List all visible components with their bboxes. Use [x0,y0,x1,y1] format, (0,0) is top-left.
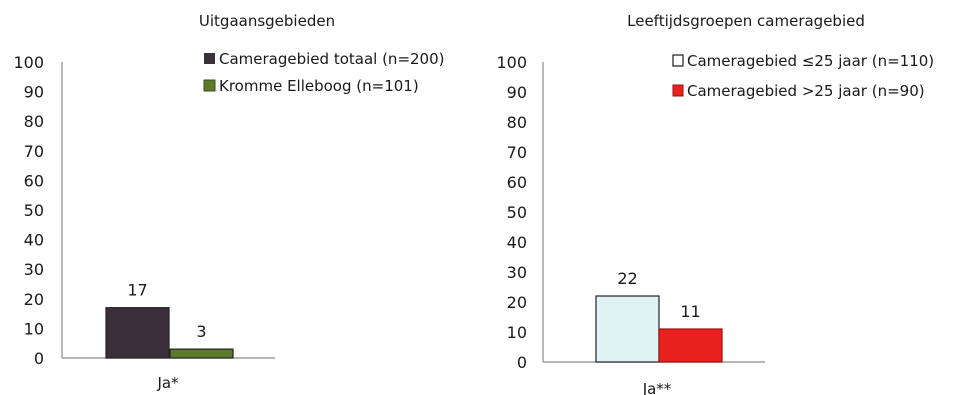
bar-value-label: 3 [196,322,206,341]
bar [595,295,660,363]
x-category-label: Ja* [156,374,179,392]
legend-swatch [204,53,215,64]
y-tick-label: 30 [24,260,44,279]
chart-uitgaansgebieden: Uitgaansgebieden 0102030405060708090100 … [13,12,444,392]
y-tick-label: 70 [24,142,44,161]
chart-title: Leeftijdsgroepen cameragebied [627,12,865,30]
y-tick-label: 20 [507,293,527,312]
bar-value-label: 22 [617,269,637,288]
y-tick-label: 20 [24,290,44,309]
x-category-label: Ja** [642,380,672,395]
y-tick-label: 100 [496,53,527,72]
y-tick-label: 10 [507,323,527,342]
y-tick-label: 0 [34,349,44,368]
y-tick-label: 0 [517,353,527,372]
legend: Cameragebied ≤25 jaar (n=110) Cameragebi… [672,52,934,100]
chart-title: Uitgaansgebieden [199,12,335,30]
y-tick-label: 50 [24,201,44,220]
legend-label: Cameragebied >25 jaar (n=90) [687,82,925,100]
bar-value-label: 17 [127,281,147,300]
y-tick-label: 30 [507,263,527,282]
legend: Cameragebied totaal (n=200) Kromme Elleb… [203,50,445,95]
y-tick-label: 60 [507,173,527,192]
legend-label: Kromme Elleboog (n=101) [219,77,419,95]
y-tick-label: 60 [24,171,44,190]
legend-label: Cameragebied ≤25 jaar (n=110) [687,52,934,70]
bar-series: 17 3 [105,281,234,359]
y-tick-label: 50 [507,203,527,222]
y-tick-label: 80 [507,113,527,132]
legend-label: Cameragebied totaal (n=200) [219,50,445,68]
y-tick-label: 10 [24,319,44,338]
chart-leeftijdsgroepen: Leeftijdsgroepen cameragebied 0 10 20 30 40 5… [496,12,934,395]
bar [169,348,234,359]
y-tick-label: 70 [507,143,527,162]
bar [658,328,723,363]
y-axis-ticks: 0 10 20 30 40 50 60 70 80 90 100 [496,53,527,372]
y-tick-label: 80 [24,112,44,131]
y-axis-ticks: 0 10 20 30 40 50 60 70 80 90 100 [13,53,44,368]
bar-value-label: 11 [680,302,700,321]
y-tick-label: 90 [507,83,527,102]
bar-series: 22 11 [595,269,723,363]
y-tick-label: 40 [24,231,44,250]
legend-swatch [203,79,216,92]
y-tick-label: 90 [24,83,44,102]
y-tick-label: 40 [507,233,527,252]
y-tick-label: 100 [13,53,44,72]
legend-swatch [672,54,684,67]
bar [105,307,170,359]
legend-swatch [672,84,684,97]
